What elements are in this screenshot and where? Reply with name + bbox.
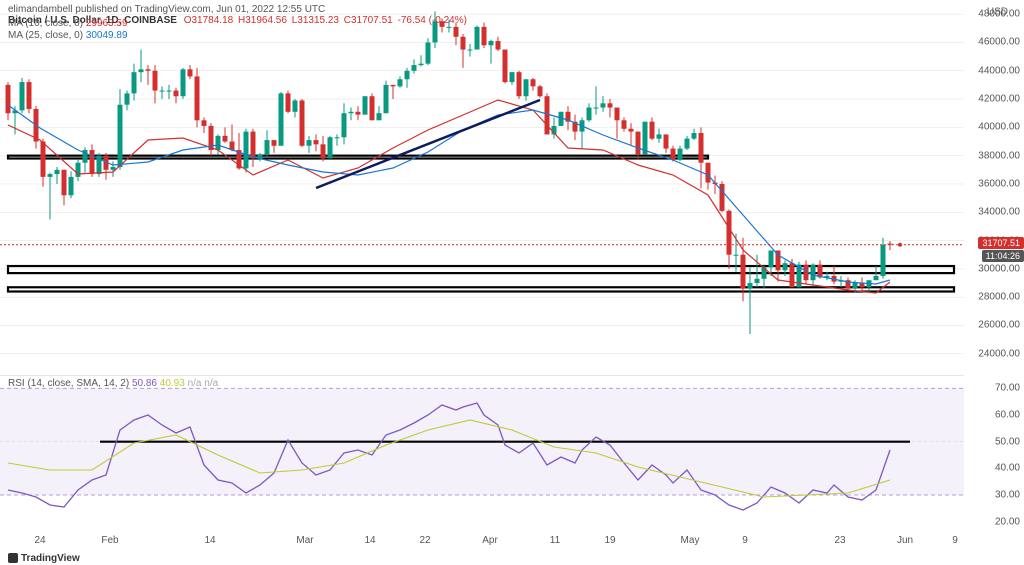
y-tick-label: 38000.00 — [978, 150, 1020, 161]
x-tick-label: May — [681, 535, 700, 546]
y-tick-label: 46000.00 — [978, 37, 1020, 48]
y-tick-label: 28000.00 — [978, 292, 1020, 303]
x-tick-label: Mar — [296, 535, 313, 546]
x-tick-label: 23 — [834, 535, 845, 546]
x-tick-label: Jun — [897, 535, 913, 546]
rsi-tick-label: 20.00 — [995, 516, 1020, 527]
time-x-axis[interactable]: 24 Feb 14 Mar 14 22 Apr 11 19 May 9 23 Jun 9 — [0, 535, 964, 551]
rsi-tick-label: 50.00 — [995, 436, 1020, 447]
x-tick-label: 14 — [204, 535, 215, 546]
y-tick-label: 26000.00 — [978, 320, 1020, 331]
publisher-info: elimandambell published on TradingView.c… — [8, 4, 325, 15]
rsi-tick-label: 60.00 — [995, 410, 1020, 421]
x-tick-label: 14 — [364, 535, 375, 546]
x-tick-label: 11 — [550, 535, 560, 546]
rsi-tick-label: 30.00 — [995, 490, 1020, 501]
x-tick-label: 19 — [604, 535, 615, 546]
x-tick-label: 24 — [34, 535, 45, 546]
y-tick-label: 24000.00 — [978, 348, 1020, 359]
x-tick-label: 22 — [419, 535, 430, 546]
rsi-legend[interactable]: RSI (14, close, SMA, 14, 2) 50.86 40.93 … — [8, 378, 218, 389]
rsi-tick-label: 70.00 — [995, 383, 1020, 394]
y-tick-label: 48000.00 — [978, 9, 1020, 20]
x-tick-label: Apr — [482, 535, 498, 546]
x-tick-label: 9 — [742, 535, 748, 546]
tradingview-logo-icon — [8, 553, 18, 563]
x-tick-label: Feb — [101, 535, 118, 546]
countdown-tag: 11:04:26 — [982, 250, 1024, 262]
price-y-axis[interactable]: USD 48000.0046000.0044000.0042000.004000… — [964, 0, 1024, 375]
tradingview-branding[interactable]: TradingView — [8, 553, 80, 564]
y-tick-label: 40000.00 — [978, 122, 1020, 133]
y-tick-label: 36000.00 — [978, 178, 1020, 189]
ma10-legend[interactable]: MA (10, close, 0) 29963.59 — [8, 18, 128, 29]
y-tick-label: 44000.00 — [978, 65, 1020, 76]
rsi-y-axis[interactable]: 70.00 60.00 50.00 40.00 30.00 20.00 — [964, 375, 1024, 535]
ohlc-readout: O31784.18 H31964.56 L31315.23 C31707.51 … — [184, 15, 469, 26]
y-tick-label: 42000.00 — [978, 94, 1020, 105]
price-chart[interactable] — [0, 0, 964, 375]
y-tick-label: 34000.00 — [978, 207, 1020, 218]
rsi-chart[interactable] — [0, 375, 964, 535]
chart-container: elimandambell published on TradingView.c… — [0, 0, 1024, 565]
current-price-tag: 31707.51 — [978, 237, 1024, 249]
rsi-tick-label: 40.00 — [995, 463, 1020, 474]
y-tick-label: 30000.00 — [978, 263, 1020, 274]
ma25-legend[interactable]: MA (25, close, 0) 30049.89 — [8, 30, 128, 41]
x-tick-label: 9 — [952, 535, 958, 546]
